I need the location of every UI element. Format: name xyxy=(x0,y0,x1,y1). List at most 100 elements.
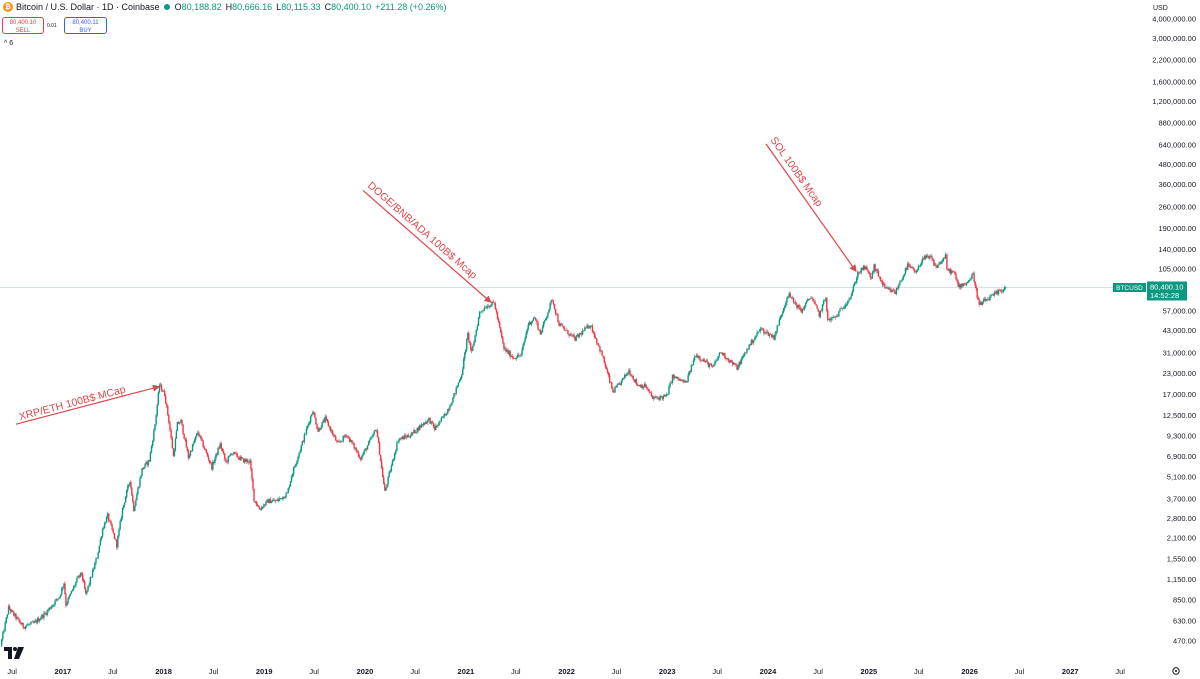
candle xyxy=(187,448,190,461)
candle xyxy=(219,441,221,449)
candle xyxy=(990,294,992,298)
candle xyxy=(919,263,922,268)
candle xyxy=(700,359,702,363)
candle xyxy=(894,290,897,295)
candle xyxy=(810,296,812,299)
candle xyxy=(971,273,973,280)
sell-button[interactable]: 80,400.10 SELL xyxy=(2,17,44,34)
candle xyxy=(858,270,860,276)
candle xyxy=(589,325,591,330)
candle xyxy=(279,496,281,502)
candle xyxy=(336,440,338,444)
candle xyxy=(314,412,316,418)
candle xyxy=(118,527,120,539)
candle xyxy=(326,418,329,423)
candle xyxy=(26,622,29,626)
annotation-label-1[interactable]: XRP/ETH 100B$ MCap xyxy=(18,384,127,424)
candle xyxy=(9,608,12,614)
candle xyxy=(579,332,582,335)
candle xyxy=(634,378,637,384)
candle xyxy=(852,283,855,293)
candle xyxy=(8,604,11,611)
candle xyxy=(217,446,219,456)
candle xyxy=(874,263,876,273)
candle xyxy=(59,594,62,599)
time-axis[interactable]: Jul 2017 Jul 2018 Jul 2019 Jul 2020 Jul 2021 Jul 20… xyxy=(7,667,1180,676)
candle xyxy=(43,611,45,621)
candle xyxy=(181,419,183,427)
candle xyxy=(617,382,619,385)
candle xyxy=(307,421,310,428)
candle xyxy=(502,336,504,345)
settings-gear-icon[interactable] xyxy=(1172,667,1180,675)
candle xyxy=(580,331,583,337)
candle xyxy=(800,307,802,313)
candle xyxy=(892,287,894,291)
candle xyxy=(54,599,56,607)
candle xyxy=(994,290,997,295)
candle xyxy=(864,265,866,271)
collapse-indicators-button[interactable]: ^ 6 xyxy=(4,40,14,47)
candle xyxy=(216,452,218,457)
candle xyxy=(492,299,494,304)
candle xyxy=(879,276,882,282)
tradingview-logo-icon[interactable] xyxy=(4,645,24,661)
symbol-tag-label: BTCUSD xyxy=(1116,285,1143,292)
annotation-label-3[interactable]: SOL 100B$ Mcap xyxy=(768,135,825,209)
candle xyxy=(539,329,542,335)
buy-button[interactable]: 80,400.11 BUY xyxy=(64,17,107,34)
price-axis[interactable]: 4,000,000.00 3,000,000.00 2,200,000.00 1,60… xyxy=(1113,14,1196,645)
candle xyxy=(986,298,988,302)
ohlc-close-value: 80,400.10 xyxy=(331,2,372,12)
candle xyxy=(632,374,634,381)
candle xyxy=(530,321,533,327)
annotation-arrow-3[interactable] xyxy=(765,143,857,273)
candle xyxy=(397,440,399,443)
candle xyxy=(509,349,511,359)
candle xyxy=(88,582,90,588)
candle xyxy=(3,628,5,635)
candle xyxy=(282,496,284,501)
candle xyxy=(834,316,837,320)
candle xyxy=(895,287,898,296)
candle xyxy=(789,291,791,298)
candle xyxy=(792,297,795,305)
candle xyxy=(920,260,923,267)
candle xyxy=(679,378,682,382)
candle xyxy=(175,429,178,439)
symbol-title[interactable]: Bitcoin / U.S. Dollar · 1D · Coinbase xyxy=(16,2,160,12)
candle xyxy=(156,403,158,418)
candle xyxy=(474,334,476,344)
annotation-label-2[interactable]: DOGE/BNB/ADA 100B$ Mcap xyxy=(365,180,479,282)
candle xyxy=(123,502,126,508)
candle xyxy=(927,253,929,258)
candle xyxy=(756,330,758,338)
candle xyxy=(688,370,690,377)
candle xyxy=(272,497,275,501)
candle xyxy=(676,376,678,380)
candle xyxy=(656,395,658,400)
candle xyxy=(83,578,85,583)
symbol-tag[interactable]: BTCUSD xyxy=(1113,283,1146,293)
annotation-arrow-2[interactable] xyxy=(362,189,492,303)
currency-label[interactable]: USD xyxy=(1153,5,1168,12)
candle xyxy=(507,347,509,355)
candle xyxy=(480,311,482,313)
candle xyxy=(746,347,748,355)
candle xyxy=(331,429,334,436)
candle xyxy=(254,501,256,503)
candle xyxy=(991,293,993,296)
candle xyxy=(438,420,440,426)
candle xyxy=(408,435,411,438)
annotation-arrow-1[interactable] xyxy=(15,384,161,425)
candle xyxy=(604,361,607,369)
candle xyxy=(947,267,949,272)
candle xyxy=(712,365,714,369)
candle xyxy=(197,430,199,436)
candle xyxy=(269,496,271,504)
candle xyxy=(148,460,150,463)
candle xyxy=(898,283,900,291)
candle xyxy=(891,289,893,293)
